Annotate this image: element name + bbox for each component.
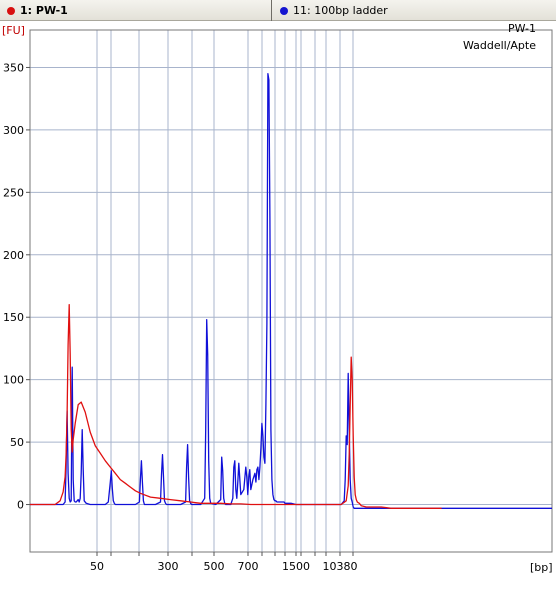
- horizontal-gridlines: [30, 66, 552, 506]
- tab-bar: 1: PW-1 11: 100bp ladder: [0, 0, 556, 21]
- series-line-100bp-ladder: [30, 73, 552, 509]
- series-line-pw-1: [30, 304, 442, 509]
- y-tick-label: 200: [3, 249, 24, 262]
- x-tick-label: 500: [204, 560, 225, 573]
- y-tick-label: 250: [3, 186, 24, 199]
- tab-label: 11: 100bp ladder: [293, 4, 388, 17]
- chart-title: PW-1: [508, 22, 536, 35]
- y-tick-label: 50: [10, 436, 24, 449]
- y-tick-label: 100: [3, 374, 24, 387]
- y-tick-label: 150: [3, 311, 24, 324]
- tab-100bp-ladder[interactable]: 11: 100bp ladder: [273, 0, 556, 21]
- y-axis-ticks: 0 50 100 150 200 250 300 350: [3, 61, 30, 512]
- sample-dot-icon: [7, 6, 15, 15]
- x-tick-label: 300: [158, 560, 179, 573]
- sample-dot-icon: [280, 6, 288, 15]
- x-axis-ticks: 50 300 500 700 1500 10380: [90, 552, 358, 573]
- vertical-gridlines: [96, 30, 354, 552]
- y-tick-label: 0: [17, 499, 24, 512]
- x-tick-label: 50: [90, 560, 104, 573]
- series-lines: [30, 73, 552, 509]
- tab-label: 1: PW-1: [20, 4, 68, 17]
- y-axis-label: [FU]: [2, 24, 25, 37]
- electropherogram-svg: 0 50 100 150 200 250 300 350 50 300 500 700 1500 103…: [2, 22, 553, 574]
- x-axis-label: [bp]: [530, 561, 553, 574]
- x-tick-label: 10380: [323, 560, 358, 573]
- tab-pw-1[interactable]: 1: PW-1: [0, 0, 272, 21]
- x-tick-label: 700: [238, 560, 259, 573]
- y-tick-label: 300: [3, 124, 24, 137]
- plot-frame: [29, 29, 553, 553]
- electropherogram: 0 50 100 150 200 250 300 350 50 300 500 700 1500 103…: [0, 22, 556, 590]
- y-tick-label: 350: [3, 61, 24, 74]
- chart-subtitle: Waddell/Apte: [463, 39, 536, 52]
- x-tick-label: 1500: [282, 560, 310, 573]
